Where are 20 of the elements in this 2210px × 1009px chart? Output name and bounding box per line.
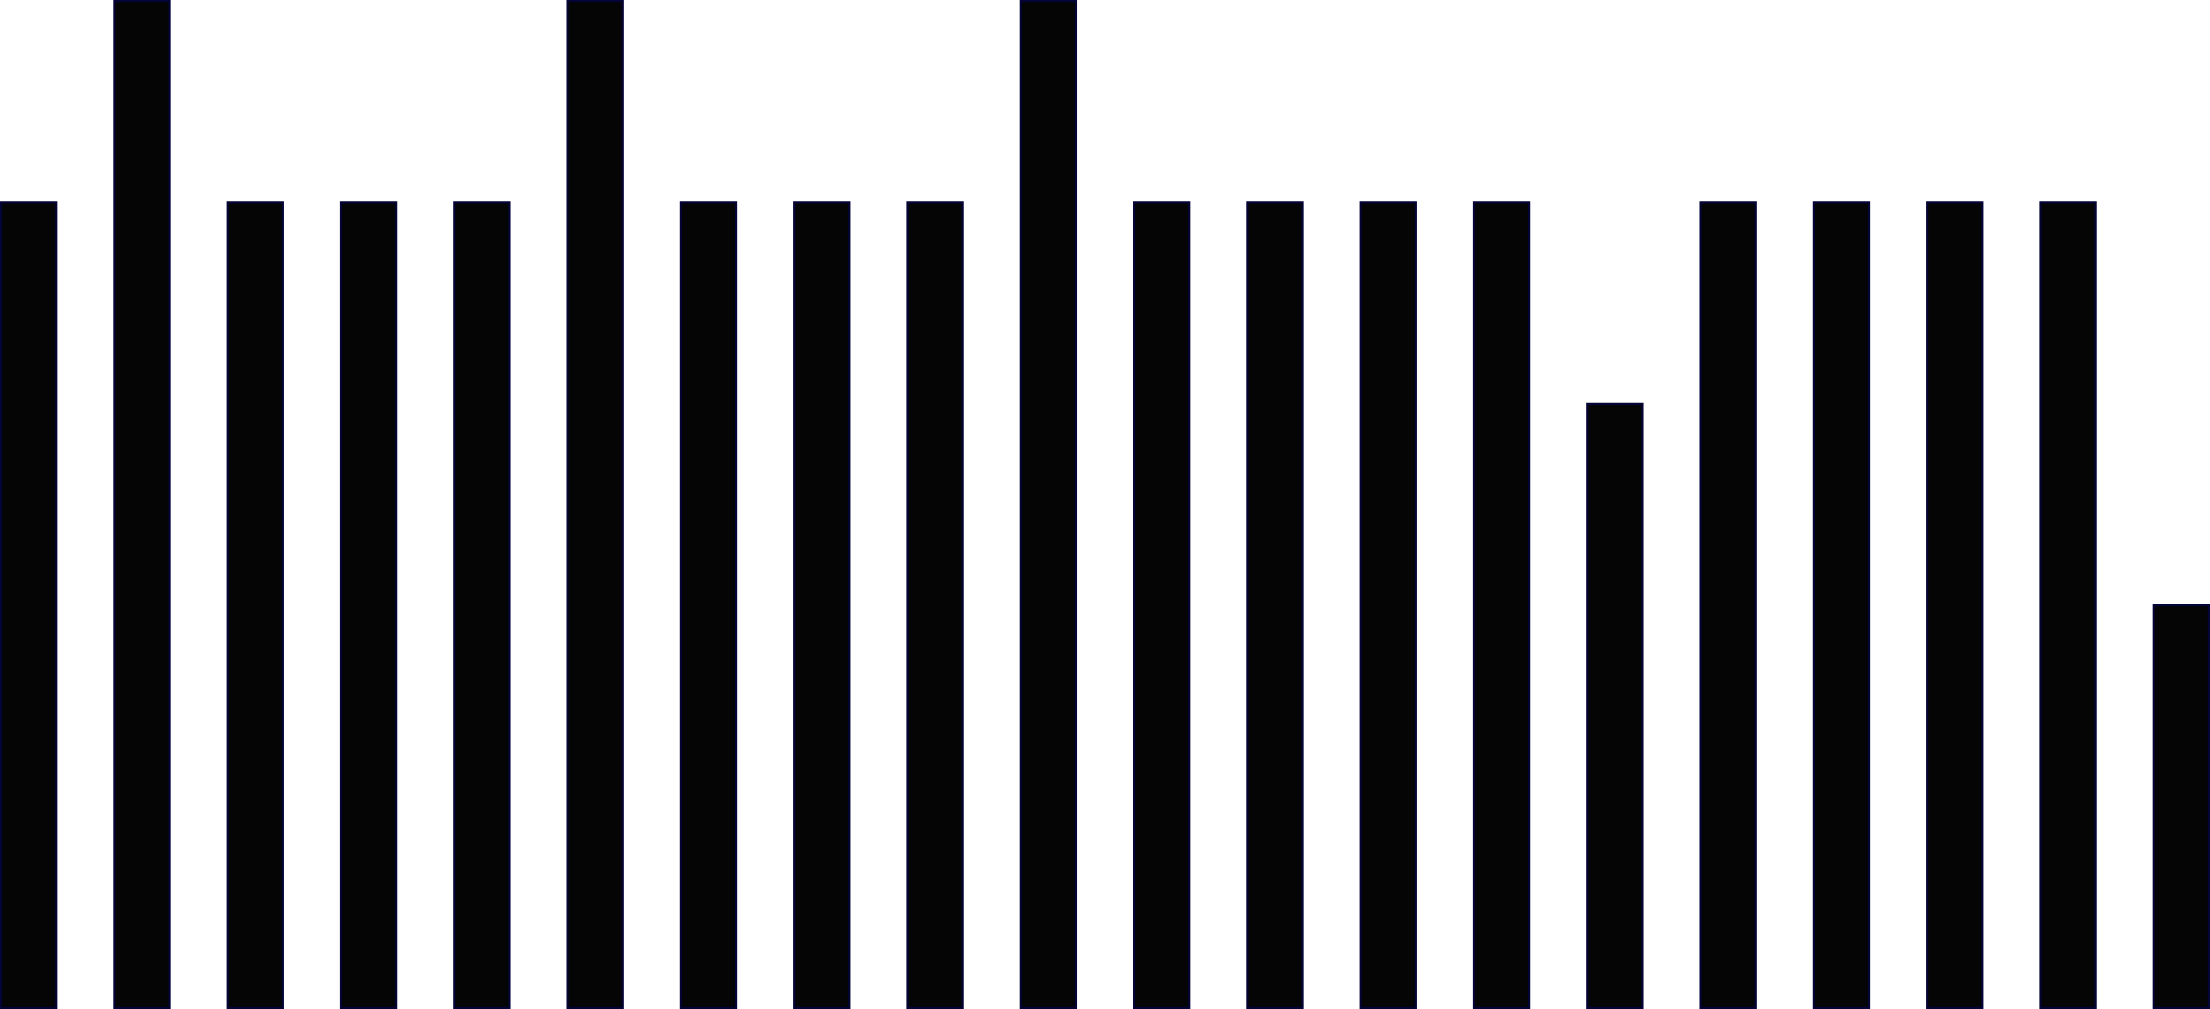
bar [453,201,511,1009]
bar [1246,201,1304,1009]
bar [1132,201,1191,1009]
bar [1472,201,1531,1009]
bar [226,201,284,1009]
bar [2039,201,2097,1009]
bar [1699,201,1757,1009]
bar [793,201,851,1009]
bar [906,201,964,1009]
bar [1812,201,1871,1009]
bar [1926,201,1984,1009]
bar [0,201,58,1009]
bar [2152,604,2210,1009]
bar [679,201,738,1009]
bar [1019,0,1078,1009]
bar [339,201,398,1009]
bar [1359,201,1417,1009]
bar [1586,402,1644,1009]
bar [566,0,624,1009]
bar [113,0,171,1009]
